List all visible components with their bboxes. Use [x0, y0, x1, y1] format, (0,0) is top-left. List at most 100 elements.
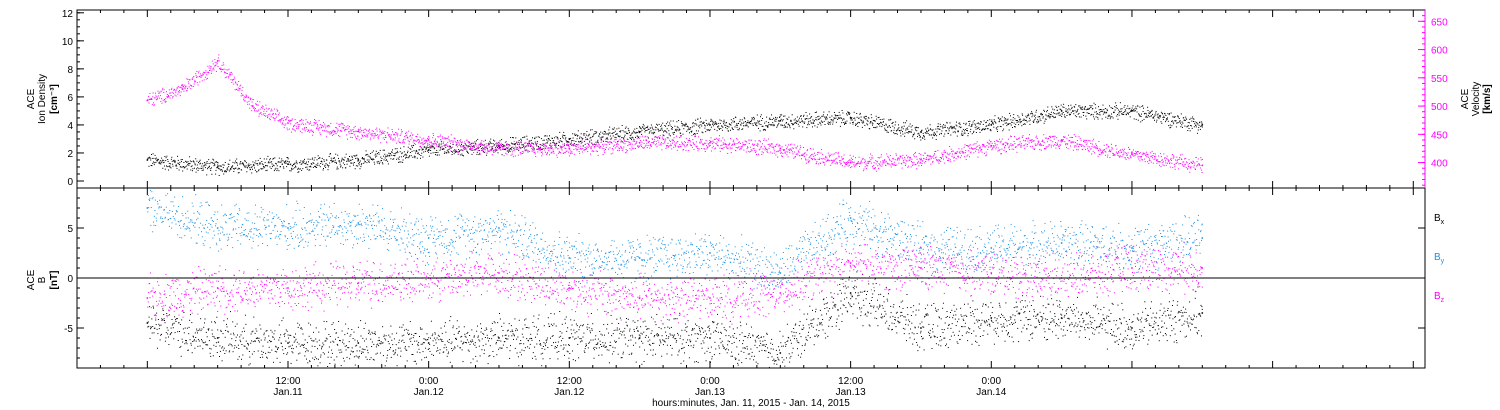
trace-dot	[779, 145, 781, 147]
trace-dot	[817, 152, 819, 153]
trace-dot	[644, 131, 646, 133]
trace-dot	[569, 148, 571, 150]
trace-dot	[1182, 126, 1183, 128]
trace-dot	[357, 165, 359, 167]
trace-dot	[379, 161, 381, 163]
trace-dot	[245, 96, 247, 98]
trace-dot	[1118, 114, 1120, 116]
trace-dot	[824, 116, 826, 118]
trace-dot	[803, 123, 805, 124]
trace-dot	[512, 156, 514, 158]
trace-dot	[541, 155, 543, 157]
trace-dot	[778, 122, 780, 124]
trace-dot	[1085, 106, 1086, 108]
trace-dot	[1122, 112, 1124, 114]
trace-dot	[997, 131, 998, 132]
trace-dot	[551, 144, 553, 146]
trace-dot	[409, 134, 411, 136]
trace-dot	[658, 123, 660, 125]
trace-dot	[665, 125, 667, 127]
trace-dot	[253, 107, 255, 109]
trace-dot	[963, 146, 965, 148]
trace-dot	[756, 114, 758, 116]
trace-dot	[187, 88, 189, 89]
trace-dot	[335, 133, 337, 135]
trace-dot	[700, 141, 702, 143]
trace-dot	[151, 157, 153, 159]
trace-dot	[473, 145, 475, 147]
trace-dot	[698, 148, 700, 150]
trace-dot	[932, 137, 934, 139]
trace-dot	[828, 159, 830, 161]
trace-dot	[583, 133, 585, 135]
trace-dot	[1136, 108, 1138, 110]
trace-dot	[547, 147, 549, 149]
trace-dot	[194, 163, 196, 165]
trace-dot	[928, 130, 929, 132]
trace-dot	[996, 127, 998, 129]
trace-dot	[297, 167, 299, 169]
trace-dot	[778, 144, 780, 146]
trace-dot	[870, 114, 872, 116]
trace-dot	[522, 153, 524, 154]
trace-dot	[239, 168, 240, 170]
trace-dot	[703, 148, 705, 149]
trace-dot	[202, 74, 204, 76]
trace-dot	[531, 150, 533, 152]
trace-dot	[343, 125, 345, 127]
trace-dot	[883, 160, 885, 161]
trace-dot	[899, 155, 901, 157]
trace-dot	[499, 147, 501, 149]
trace-dot	[570, 152, 572, 154]
trace-dot	[366, 129, 367, 131]
trace-dot	[624, 136, 626, 138]
trace-dot	[534, 149, 535, 151]
trace-dot	[949, 152, 951, 154]
trace-dot	[446, 152, 448, 154]
trace-dot	[941, 152, 943, 154]
trace-dot	[189, 160, 191, 162]
trace-dot	[844, 162, 845, 164]
trace-dot	[999, 120, 1000, 122]
trace-dot	[714, 122, 716, 124]
trace-dot	[975, 146, 977, 148]
trace-dot	[1085, 143, 1087, 145]
trace-dot	[985, 151, 987, 153]
trace-dot	[1072, 141, 1074, 143]
trace-dot	[693, 133, 695, 134]
trace-dot	[1029, 119, 1031, 121]
trace-dot	[252, 168, 253, 170]
trace-dot	[832, 161, 834, 163]
trace-dot	[322, 126, 324, 128]
trace-dot	[1132, 105, 1134, 107]
trace-dot	[492, 148, 494, 150]
trace-dot	[758, 127, 759, 129]
trace-dot	[859, 112, 861, 114]
trace-dot	[207, 168, 208, 170]
trace-dot	[257, 164, 259, 166]
trace-dot	[731, 127, 733, 129]
trace-dot	[217, 57, 219, 59]
trace-dot	[316, 164, 318, 166]
trace-dot	[893, 132, 895, 134]
trace-dot	[415, 136, 417, 137]
trace-dot	[672, 120, 674, 122]
trace-dot	[586, 138, 588, 140]
trace-dot	[642, 147, 644, 148]
trace-dot	[649, 131, 651, 133]
trace-dot	[525, 150, 527, 152]
trace-dot	[204, 163, 206, 165]
trace-dot	[408, 156, 410, 158]
trace-dot	[596, 131, 598, 133]
trace-dot	[983, 120, 985, 122]
trace-dot	[681, 123, 683, 124]
trace-dot	[648, 137, 649, 139]
trace-dot	[723, 146, 725, 148]
trace-dot	[666, 132, 668, 134]
trace-dot	[454, 141, 456, 143]
trace-dot	[788, 150, 790, 151]
trace-dot	[338, 135, 339, 137]
trace-dot	[616, 133, 617, 135]
trace-dot	[517, 148, 518, 150]
trace-dot	[670, 125, 672, 127]
